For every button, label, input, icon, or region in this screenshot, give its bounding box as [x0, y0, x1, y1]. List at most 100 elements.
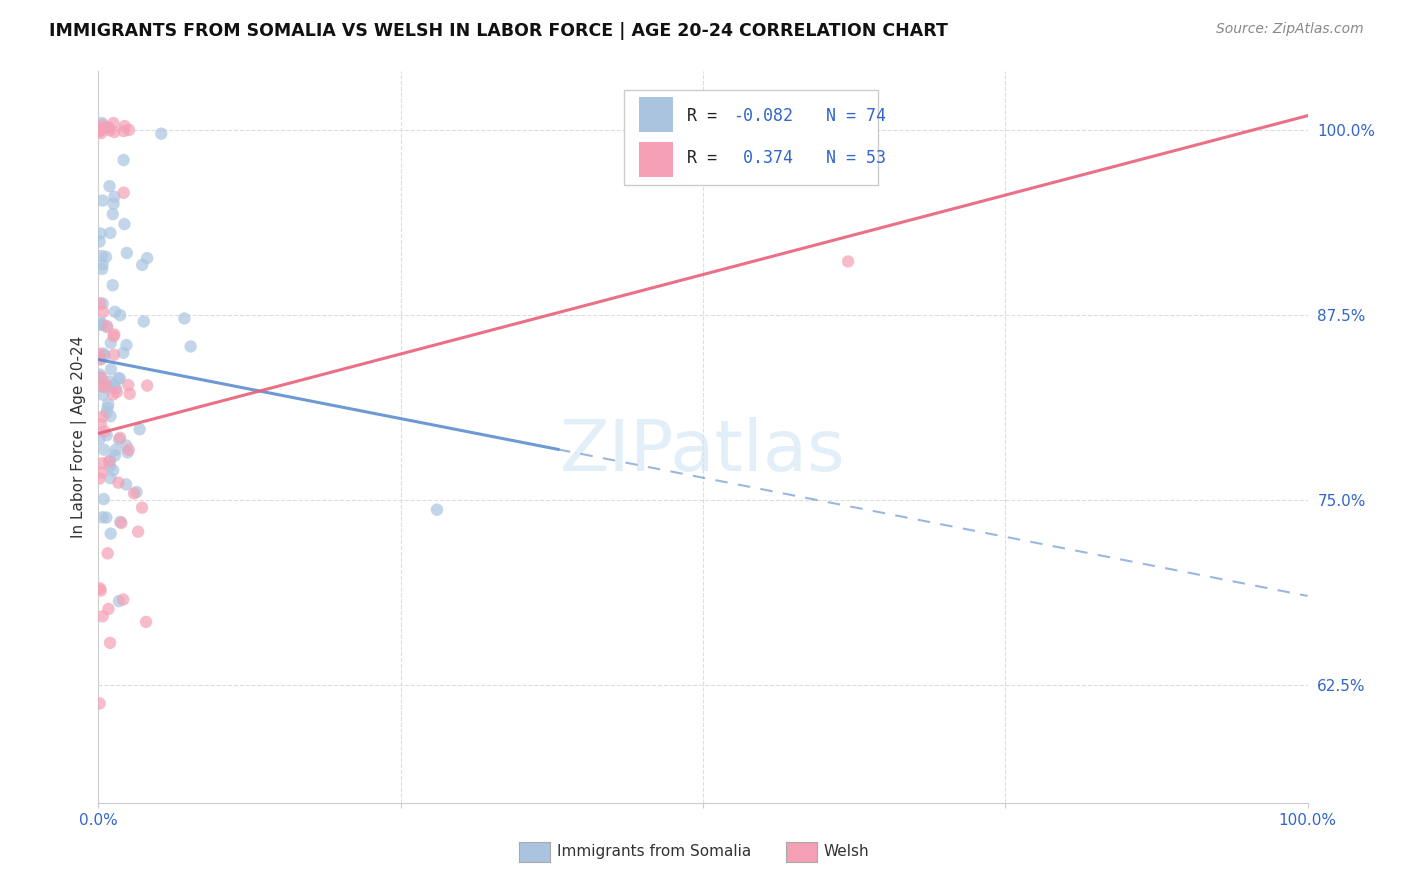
Point: [105, 385, 128, 400]
Text: R =: R =: [688, 149, 737, 167]
Point: [89, 471, 111, 485]
Point: [100, 526, 122, 541]
Point: [89, 235, 111, 249]
Point: [89, 432, 111, 446]
Point: [107, 475, 129, 490]
Point: [93, 491, 115, 506]
Point: [122, 486, 145, 500]
Point: [131, 258, 153, 272]
Point: [100, 471, 122, 485]
Point: [93, 347, 115, 361]
Point: [150, 127, 173, 141]
Point: [97, 455, 120, 469]
Point: [125, 485, 148, 500]
Point: [96, 428, 118, 442]
Text: N = 53: N = 53: [806, 149, 886, 167]
Point: [112, 186, 135, 200]
Point: [103, 377, 125, 392]
Point: [837, 254, 859, 268]
FancyBboxPatch shape: [624, 90, 879, 185]
Text: ZIPatlas: ZIPatlas: [560, 417, 846, 486]
Point: [112, 124, 135, 138]
Y-axis label: In Labor Force | Age 20-24: In Labor Force | Age 20-24: [72, 336, 87, 538]
Point: [107, 371, 129, 385]
Point: [108, 433, 131, 447]
Point: [96, 320, 118, 334]
Point: [97, 602, 120, 616]
Text: Welsh: Welsh: [824, 845, 869, 859]
Point: [104, 449, 127, 463]
Point: [112, 217, 135, 231]
Point: [101, 387, 124, 401]
Point: [91, 388, 114, 402]
Point: [94, 250, 117, 264]
Point: [90, 370, 112, 384]
Point: [103, 348, 125, 362]
Text: N = 74: N = 74: [806, 107, 886, 125]
Point: [100, 335, 122, 350]
Point: [94, 378, 117, 392]
Point: [104, 442, 127, 457]
Point: [93, 442, 115, 457]
Point: [128, 422, 150, 436]
Point: [89, 124, 111, 138]
Point: [98, 453, 121, 467]
Point: [97, 397, 120, 411]
Point: [173, 311, 195, 326]
Point: [90, 122, 112, 136]
Point: [108, 594, 131, 608]
Point: [108, 308, 131, 322]
Point: [112, 592, 135, 607]
FancyBboxPatch shape: [638, 97, 673, 132]
Point: [136, 378, 159, 392]
Point: [104, 305, 127, 319]
Point: [90, 126, 112, 140]
Point: [103, 327, 125, 342]
Point: [118, 386, 141, 401]
Point: [94, 120, 117, 135]
Point: [89, 368, 111, 382]
Point: [101, 278, 124, 293]
Point: [117, 378, 139, 392]
Point: [90, 316, 112, 330]
Point: [100, 409, 122, 424]
Point: [103, 125, 125, 139]
Point: [104, 382, 127, 396]
Point: [110, 516, 132, 530]
Point: [90, 466, 112, 480]
Point: [89, 582, 111, 596]
Point: [135, 615, 157, 629]
Point: [96, 406, 118, 420]
Point: [112, 153, 135, 167]
Point: [118, 123, 141, 137]
Point: [89, 351, 111, 366]
Point: [89, 227, 111, 241]
Point: [90, 583, 112, 598]
Point: [103, 116, 125, 130]
Point: [114, 119, 136, 133]
Point: [90, 352, 112, 367]
Point: [91, 296, 114, 310]
Point: [103, 190, 125, 204]
Text: Immigrants from Somalia: Immigrants from Somalia: [557, 845, 751, 859]
Point: [180, 339, 202, 353]
Point: [117, 445, 139, 459]
Point: [90, 417, 112, 431]
Point: [91, 456, 114, 470]
Point: [103, 329, 125, 343]
Point: [91, 510, 114, 524]
Point: [89, 318, 111, 332]
Point: [108, 431, 131, 445]
Point: [115, 246, 138, 260]
Point: [132, 314, 155, 328]
Point: [91, 118, 114, 132]
Point: [93, 425, 115, 439]
Point: [93, 380, 115, 394]
Point: [108, 371, 131, 385]
Point: [136, 251, 159, 265]
Point: [131, 500, 153, 515]
Point: [96, 319, 118, 334]
Point: [91, 318, 114, 332]
Point: [97, 401, 120, 415]
Point: [97, 120, 120, 135]
